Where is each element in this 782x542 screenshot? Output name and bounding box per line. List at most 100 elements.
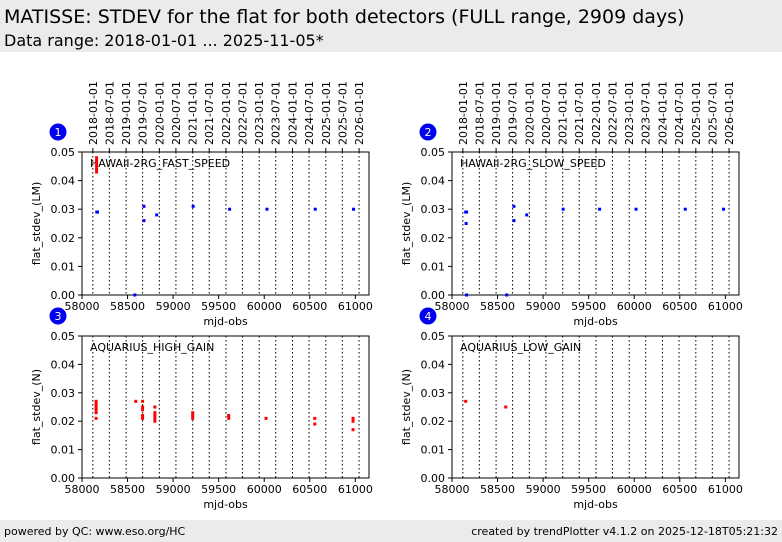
date-tick-label: 2022-01-01 bbox=[220, 81, 233, 145]
date-tick-label: 2020-01-01 bbox=[153, 81, 166, 145]
data-point-blue bbox=[191, 204, 195, 208]
date-tick-label: 2025-01-01 bbox=[320, 81, 333, 145]
data-point-red bbox=[94, 408, 98, 412]
data-point-red bbox=[95, 167, 99, 171]
panel-badge bbox=[419, 123, 437, 141]
x-tick-label: 59000 bbox=[526, 483, 561, 496]
y-tick-label: 0.03 bbox=[421, 387, 446, 400]
y-tick-label: 0.01 bbox=[51, 444, 76, 457]
x-axis-label: mjd-obs bbox=[203, 498, 248, 511]
date-tick-label: 2019-01-01 bbox=[120, 81, 133, 145]
y-tick-label: 0.05 bbox=[421, 330, 446, 343]
data-point-blue bbox=[561, 207, 565, 211]
chart-panel-2: 58000 58500 59000 59500 60000 60500 61000 0.00 0… bbox=[400, 81, 743, 328]
footer-powered-by: powered by QC: www.eso.org/HC bbox=[4, 525, 186, 538]
date-tick-label: 2018-07-01 bbox=[103, 81, 116, 145]
y-tick-label: 0.01 bbox=[421, 260, 446, 273]
header-bar: MATISSE: STDEV for the flat for both det… bbox=[0, 0, 782, 52]
page-title: MATISSE: STDEV for the flat for both det… bbox=[4, 6, 685, 28]
date-tick-label: 2022-01-01 bbox=[590, 81, 603, 145]
data-point-blue bbox=[155, 213, 159, 217]
page-subtitle: Data range: 2018-01-01 ... 2025-11-05* bbox=[4, 31, 324, 50]
data-point-blue bbox=[352, 207, 356, 211]
date-tick-label: 2024-07-01 bbox=[303, 81, 316, 145]
data-point-red bbox=[227, 416, 231, 420]
data-point-red bbox=[95, 170, 99, 174]
data-point-red bbox=[313, 422, 317, 426]
date-tick-label: 2023-07-01 bbox=[270, 81, 283, 145]
data-point-red bbox=[95, 159, 99, 163]
date-tick-label: 2021-07-01 bbox=[573, 81, 586, 145]
data-point-blue bbox=[142, 204, 146, 208]
date-tick-label: 2021-07-01 bbox=[203, 81, 216, 145]
data-point-red bbox=[95, 156, 99, 160]
x-tick-label: 58000 bbox=[435, 483, 470, 496]
data-point-red bbox=[464, 399, 468, 403]
y-axis-label: flat_stdev_(N) bbox=[400, 369, 413, 445]
date-tick-label: 2018-01-01 bbox=[87, 81, 100, 145]
data-point-red bbox=[191, 416, 195, 420]
chart-panel-3: 58000 58500 59000 59500 60000 60500 61000 0.00 0… bbox=[30, 307, 373, 511]
y-tick-label: 0.03 bbox=[421, 203, 446, 216]
data-point-blue bbox=[465, 293, 469, 297]
data-point-blue bbox=[634, 207, 638, 211]
y-axis-label: flat_stdev_(LM) bbox=[400, 182, 413, 266]
y-tick-label: 0.00 bbox=[51, 472, 76, 485]
data-point-red bbox=[95, 161, 99, 165]
x-tick-label: 60000 bbox=[247, 483, 282, 496]
panel-badge-number: 4 bbox=[425, 310, 432, 323]
y-tick-label: 0.01 bbox=[421, 444, 446, 457]
footer-created-by: created by trendPlotter v4.1.2 on 2025-1… bbox=[471, 525, 778, 538]
x-tick-label: 61000 bbox=[708, 483, 743, 496]
panel-badge bbox=[419, 307, 437, 325]
data-point-red bbox=[141, 414, 145, 418]
date-tick-label: 2023-01-01 bbox=[623, 81, 636, 145]
x-tick-label: 58500 bbox=[480, 300, 515, 313]
data-point-red bbox=[264, 416, 268, 420]
chart-panel-4: 58000 58500 59000 59500 60000 60500 61000 0.00 0… bbox=[400, 307, 743, 511]
data-point-red bbox=[94, 402, 98, 406]
date-tick-label: 2022-07-01 bbox=[236, 81, 249, 145]
data-point-blue bbox=[313, 207, 317, 211]
y-tick-label: 0.05 bbox=[51, 146, 76, 159]
x-tick-label: 60500 bbox=[292, 483, 327, 496]
x-tick-label: 60500 bbox=[662, 483, 697, 496]
x-tick-label: 58500 bbox=[110, 300, 145, 313]
data-point-red bbox=[227, 414, 231, 418]
data-point-red bbox=[351, 416, 355, 420]
data-point-blue bbox=[465, 210, 469, 214]
data-point-red bbox=[94, 399, 98, 403]
x-tick-label: 59000 bbox=[526, 300, 561, 313]
x-tick-label: 59500 bbox=[201, 300, 236, 313]
x-tick-label: 60000 bbox=[617, 483, 652, 496]
x-tick-label: 58500 bbox=[110, 483, 145, 496]
detector-label: AQUARIUS_LOW_GAIN bbox=[460, 341, 581, 354]
data-point-blue bbox=[228, 207, 232, 211]
y-tick-label: 0.00 bbox=[51, 289, 76, 302]
date-tick-label: 2023-01-01 bbox=[253, 81, 266, 145]
x-tick-label: 61000 bbox=[338, 483, 373, 496]
data-point-red bbox=[191, 411, 195, 415]
panel-badge bbox=[49, 123, 67, 141]
date-tick-label: 2019-07-01 bbox=[137, 81, 150, 145]
date-tick-label: 2025-07-01 bbox=[336, 81, 349, 145]
x-tick-label: 59000 bbox=[156, 300, 191, 313]
data-point-red bbox=[153, 414, 157, 418]
data-point-red bbox=[94, 405, 98, 409]
detector-label: AQUARIUS_HIGH_GAIN bbox=[90, 341, 214, 354]
data-point-red bbox=[141, 399, 145, 403]
x-axis-label: mjd-obs bbox=[203, 315, 248, 328]
y-tick-label: 0.04 bbox=[421, 358, 446, 371]
date-tick-label: 2020-07-01 bbox=[540, 81, 553, 145]
y-tick-label: 0.03 bbox=[51, 387, 76, 400]
data-point-blue bbox=[512, 219, 516, 223]
y-tick-label: 0.00 bbox=[421, 289, 446, 302]
x-tick-label: 60500 bbox=[292, 300, 327, 313]
date-tick-label: 2024-01-01 bbox=[656, 81, 669, 145]
footer-bar: powered by QC: www.eso.org/HC created by… bbox=[0, 520, 782, 542]
y-tick-label: 0.00 bbox=[421, 472, 446, 485]
x-tick-label: 61000 bbox=[708, 300, 743, 313]
date-tick-label: 2023-07-01 bbox=[640, 81, 653, 145]
x-tick-label: 59500 bbox=[201, 483, 236, 496]
